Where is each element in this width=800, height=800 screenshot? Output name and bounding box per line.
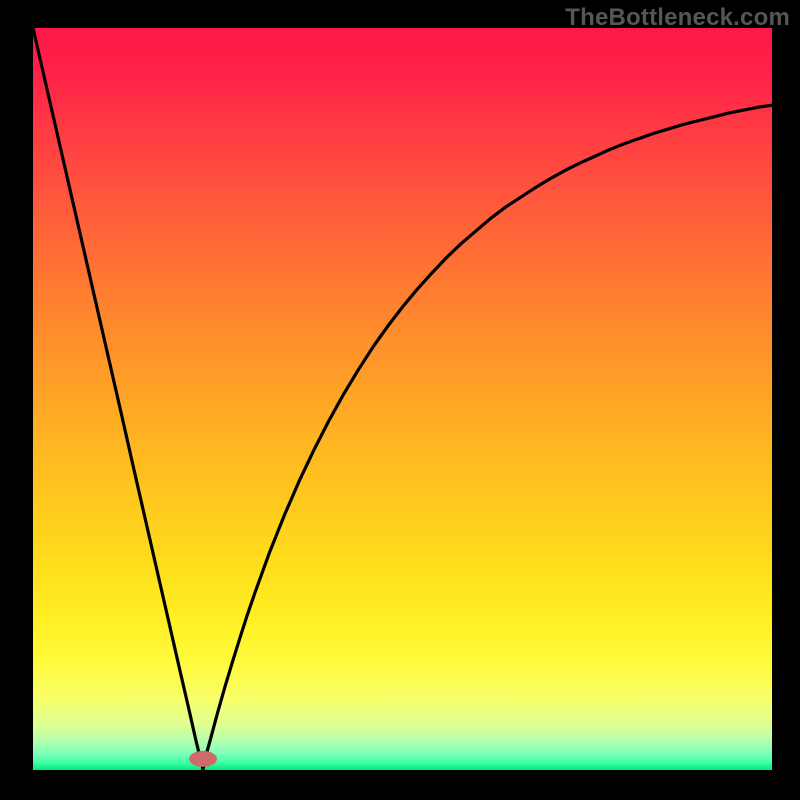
optimum-marker bbox=[189, 751, 217, 767]
watermark-text: TheBottleneck.com bbox=[565, 4, 790, 32]
bottleneck-curve bbox=[33, 28, 772, 770]
chart-svg bbox=[33, 28, 772, 770]
plot-area bbox=[33, 28, 772, 770]
chart-frame: TheBottleneck.com bbox=[0, 0, 800, 800]
